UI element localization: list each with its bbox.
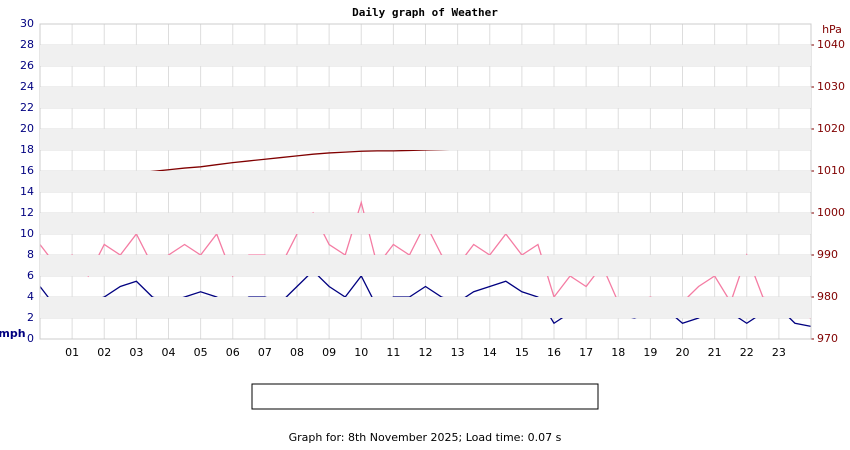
y-tick-label: 6 [27,269,34,282]
y2-tick-label: 1010 [817,164,845,177]
y-tick-label: 28 [20,38,34,51]
y-axis-label: mph [0,327,26,340]
y2-tick-label: 1020 [817,122,845,135]
y-tick-label: 24 [20,80,34,93]
chart-title: Daily graph of Weather [352,6,498,19]
grid-band [40,129,811,150]
y2-tick-label: 1000 [817,206,845,219]
x-tick-label: 12 [419,346,433,359]
grid-band [40,87,811,108]
y-tick-label: 12 [20,206,34,219]
grid-band [40,171,811,192]
x-tick-label: 10 [354,346,368,359]
x-tick-label: 15 [515,346,529,359]
x-tick-label: 21 [708,346,722,359]
x-tick-label: 04 [162,346,176,359]
x-tick-label: 08 [290,346,304,359]
x-tick-label: 02 [97,346,111,359]
x-tick-label: 09 [322,346,336,359]
y2-tick-label: 1040 [817,38,845,51]
x-tick-label: 17 [579,346,593,359]
y2-tick-label: 980 [817,290,838,303]
footer: Graph for: 8th November 2025; Load time:… [289,431,562,444]
y-tick-label: 14 [20,185,34,198]
grid-band [40,255,811,276]
x-tick-label: 14 [483,346,497,359]
x-tick-label: 01 [65,346,79,359]
y-tick-label: 16 [20,164,34,177]
x-tick-label: 13 [451,346,465,359]
x-tick-label: 05 [194,346,208,359]
x-tick-label: 23 [772,346,786,359]
x-tick-label: 19 [643,346,657,359]
y-tick-label: 10 [20,227,34,240]
legend [251,383,599,410]
y2-axis-label: hPa [822,23,842,36]
y-tick-label: 26 [20,59,34,72]
y2-tick-label: 990 [817,248,838,261]
y-tick-label: 8 [27,248,34,261]
x-tick-label: 20 [676,346,690,359]
x-tick-label: 07 [258,346,272,359]
grid-band [40,213,811,234]
y-tick-label: 22 [20,101,34,114]
x-tick-label: 18 [611,346,625,359]
x-tick-label: 03 [129,346,143,359]
y2-tick-label: 970 [817,332,838,345]
y-tick-label: 4 [27,290,34,303]
x-tick-label: 06 [226,346,240,359]
x-tick-label: 22 [740,346,754,359]
y-tick-label: 2 [27,311,34,324]
y-tick-label: 18 [20,143,34,156]
grid-band [40,297,811,318]
y-tick-label: 30 [20,17,34,30]
y-tick-label: 0 [27,332,34,345]
y-tick-label: 20 [20,122,34,135]
y2-tick-label: 1030 [817,80,845,93]
grid-band [40,45,811,66]
x-tick-label: 16 [547,346,561,359]
x-tick-label: 11 [386,346,400,359]
